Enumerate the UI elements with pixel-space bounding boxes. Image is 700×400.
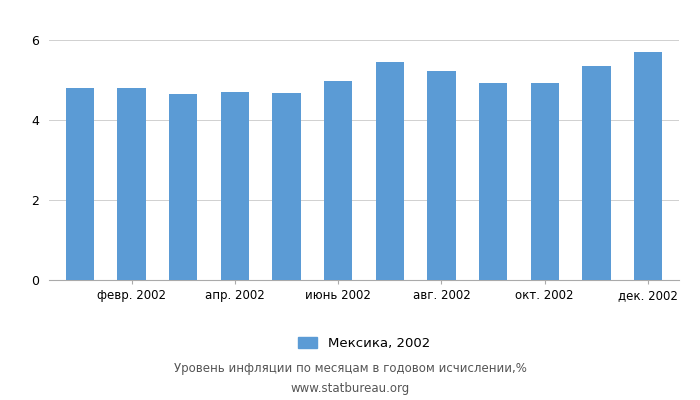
Bar (634, 52, 662, 280)
Bar (169, 94, 197, 280)
Bar (479, 83, 507, 280)
Bar (324, 81, 352, 280)
Bar (118, 88, 146, 280)
Bar (531, 83, 559, 280)
Text: www.statbureau.org: www.statbureau.org (290, 382, 410, 395)
Bar (66, 88, 94, 280)
Bar (272, 93, 301, 280)
Bar (220, 92, 249, 280)
Bar (427, 71, 456, 280)
Legend: Мексика, 2002: Мексика, 2002 (293, 331, 435, 355)
Bar (376, 62, 404, 280)
Text: Уровень инфляции по месяцам в годовом исчислении,%: Уровень инфляции по месяцам в годовом ис… (174, 362, 526, 375)
Bar (582, 66, 610, 280)
